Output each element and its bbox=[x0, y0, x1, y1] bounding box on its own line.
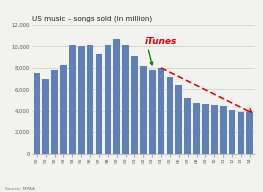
Text: Source: MPAA: Source: MPAA bbox=[5, 187, 35, 191]
Bar bbox=[34, 73, 40, 154]
Bar bbox=[149, 70, 155, 154]
Bar bbox=[184, 98, 191, 154]
Bar bbox=[96, 54, 102, 154]
Bar bbox=[87, 45, 93, 154]
Bar bbox=[167, 78, 173, 154]
Bar bbox=[202, 104, 209, 154]
Bar bbox=[175, 85, 182, 154]
Bar bbox=[122, 45, 129, 154]
Bar bbox=[193, 103, 200, 154]
Bar bbox=[42, 79, 49, 154]
Bar bbox=[237, 112, 244, 154]
Bar bbox=[104, 45, 111, 154]
Bar bbox=[246, 112, 253, 154]
Bar bbox=[211, 105, 218, 154]
Bar bbox=[78, 46, 85, 154]
Bar bbox=[158, 68, 164, 154]
Bar bbox=[60, 65, 67, 154]
Bar bbox=[69, 45, 76, 154]
Text: US music – songs sold (in million): US music – songs sold (in million) bbox=[32, 16, 152, 22]
Bar bbox=[131, 56, 138, 154]
Bar bbox=[140, 66, 147, 154]
Bar bbox=[51, 70, 58, 154]
Bar bbox=[229, 110, 235, 154]
Bar bbox=[113, 39, 120, 154]
Text: iTunes: iTunes bbox=[145, 37, 178, 46]
Bar bbox=[220, 106, 226, 154]
